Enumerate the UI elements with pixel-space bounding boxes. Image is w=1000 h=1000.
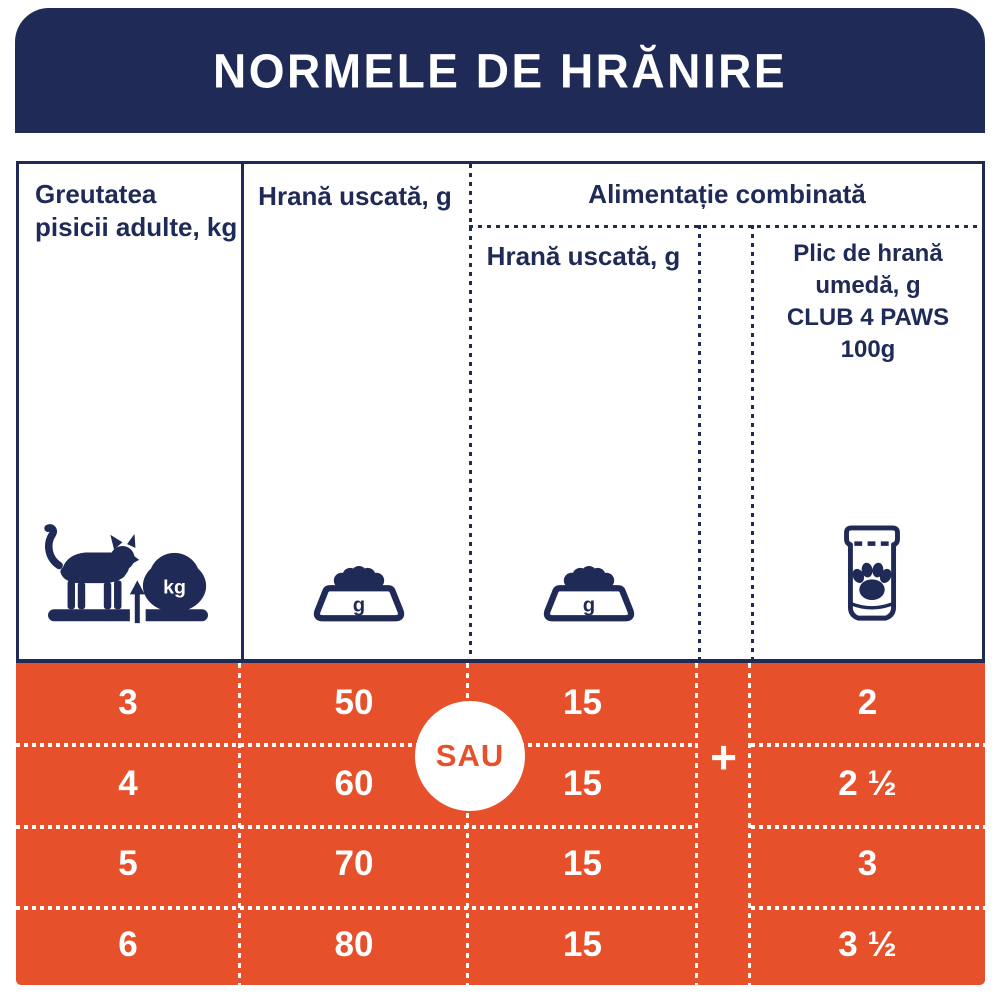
dotted-separator-horizontal [16,906,695,910]
dotted-separator-vertical [748,663,751,985]
plus-sign: + [697,727,750,787]
dotted-separator-horizontal [751,743,985,747]
dotted-divider-vertical [469,164,472,659]
combined-dry-food-bowl-icon: g [535,564,643,626]
header-cell-combined-feeding: Alimentație combinată [588,179,866,209]
dry-food-value: 70 [334,844,374,884]
combined-wet-value: 2 [857,683,878,723]
dotted-separator-vertical [238,663,241,985]
dry-food-value: 50 [334,683,374,723]
header-cell-weight: Greutatea pisicii adulte, kg [35,179,238,242]
weight-value: 5 [118,844,138,884]
weight-value: 6 [118,924,138,964]
table-header: Greutatea pisicii adulte, kg Hrană uscat… [16,161,985,663]
combined-dry-value: 15 [563,844,602,884]
dotted-separator-horizontal [16,825,695,829]
dry-food-value: 80 [334,924,374,964]
dry-food-value: 60 [334,763,374,803]
dotted-divider-vertical [698,225,701,662]
dotted-separator-horizontal [751,906,985,910]
bowl-gram-label: g [353,594,365,616]
dotted-separator-horizontal [751,825,985,829]
weight-value: 4 [118,763,138,803]
bowl-gram-label: g [583,594,595,616]
dotted-separator-horizontal [16,743,695,747]
column-divider-line [241,164,244,659]
combined-dry-value: 15 [563,924,602,964]
combined-dry-value: 15 [563,683,602,723]
dotted-divider-horizontal [469,225,985,228]
header-cell-dry-food: Hrană uscată, g [258,181,452,211]
page-title: NORMELE DE HRĂNIRE [212,43,788,98]
or-badge: SAU [415,701,525,811]
combined-wet-value: 3 ½ [838,924,897,964]
wet-food-pouch-icon [837,524,907,624]
dotted-separator-vertical [695,663,698,985]
header-cell-combined-wet-pouch: Plic de hrană umedă, g CLUB 4 PAWS 100g [786,240,950,363]
dotted-divider-vertical [751,225,754,662]
dry-food-bowl-icon: g [305,564,413,626]
combined-dry-value: 15 [563,763,602,803]
combined-wet-value: 3 [857,844,878,884]
table-body-overlays [16,663,985,985]
dotted-separator-vertical [466,663,469,985]
cat-weight-scale-icon: kg [35,516,221,628]
kettlebell-kg-label: kg [163,576,186,598]
combined-wet-value: 2 ½ [838,763,897,803]
paw-print-icon [852,562,892,600]
header-cell-combined-dry: Hrană uscată, g [486,241,681,271]
plus-label: + [710,731,737,783]
title-banner: NORMELE DE HRĂNIRE [15,8,985,133]
or-label: SAU [435,738,505,773]
weight-value: 3 [118,683,138,723]
